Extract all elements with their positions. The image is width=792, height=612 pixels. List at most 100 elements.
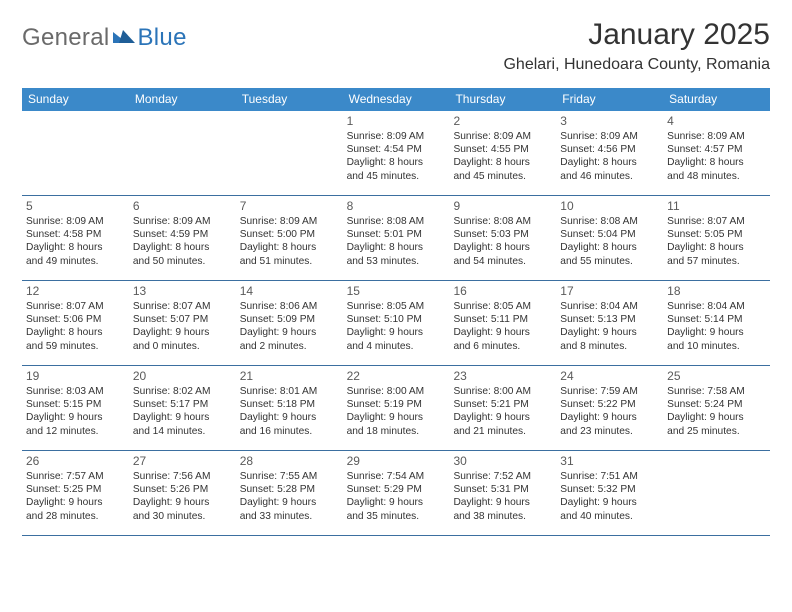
daylight-text: and 38 minutes. bbox=[453, 510, 552, 523]
day-cell: 5Sunrise: 8:09 AMSunset: 4:58 PMDaylight… bbox=[22, 196, 129, 280]
dow-cell: Tuesday bbox=[236, 88, 343, 111]
day-number: 18 bbox=[667, 284, 766, 299]
sunset-text: Sunset: 5:09 PM bbox=[240, 313, 339, 326]
sunset-text: Sunset: 5:10 PM bbox=[347, 313, 446, 326]
sunset-text: Sunset: 4:59 PM bbox=[133, 228, 232, 241]
daylight-text: Daylight: 8 hours bbox=[560, 241, 659, 254]
day-number: 26 bbox=[26, 454, 125, 469]
day-cell: 13Sunrise: 8:07 AMSunset: 5:07 PMDayligh… bbox=[129, 281, 236, 365]
sunset-text: Sunset: 5:03 PM bbox=[453, 228, 552, 241]
sunset-text: Sunset: 4:58 PM bbox=[26, 228, 125, 241]
sunrise-text: Sunrise: 8:08 AM bbox=[453, 215, 552, 228]
month-title: January 2025 bbox=[503, 18, 770, 52]
daylight-text: Daylight: 9 hours bbox=[347, 411, 446, 424]
day-cell bbox=[129, 111, 236, 195]
sunrise-text: Sunrise: 8:08 AM bbox=[347, 215, 446, 228]
daylight-text: and 45 minutes. bbox=[347, 170, 446, 183]
sunset-text: Sunset: 5:25 PM bbox=[26, 483, 125, 496]
daylight-text: Daylight: 9 hours bbox=[133, 496, 232, 509]
daylight-text: Daylight: 9 hours bbox=[240, 411, 339, 424]
day-cell bbox=[236, 111, 343, 195]
sunrise-text: Sunrise: 8:09 AM bbox=[560, 130, 659, 143]
daylight-text: and 46 minutes. bbox=[560, 170, 659, 183]
sunrise-text: Sunrise: 7:56 AM bbox=[133, 470, 232, 483]
day-number: 2 bbox=[453, 114, 552, 129]
day-cell bbox=[22, 111, 129, 195]
sunrise-text: Sunrise: 8:04 AM bbox=[560, 300, 659, 313]
sunset-text: Sunset: 4:56 PM bbox=[560, 143, 659, 156]
daylight-text: Daylight: 8 hours bbox=[560, 156, 659, 169]
sunrise-text: Sunrise: 7:57 AM bbox=[26, 470, 125, 483]
day-cell: 4Sunrise: 8:09 AMSunset: 4:57 PMDaylight… bbox=[663, 111, 770, 195]
day-number: 12 bbox=[26, 284, 125, 299]
sunset-text: Sunset: 5:18 PM bbox=[240, 398, 339, 411]
sunrise-text: Sunrise: 8:00 AM bbox=[347, 385, 446, 398]
sunset-text: Sunset: 5:32 PM bbox=[560, 483, 659, 496]
daylight-text: Daylight: 9 hours bbox=[560, 326, 659, 339]
sunset-text: Sunset: 4:57 PM bbox=[667, 143, 766, 156]
week-row: 5Sunrise: 8:09 AMSunset: 4:58 PMDaylight… bbox=[22, 196, 770, 281]
sunrise-text: Sunrise: 7:59 AM bbox=[560, 385, 659, 398]
day-cell: 24Sunrise: 7:59 AMSunset: 5:22 PMDayligh… bbox=[556, 366, 663, 450]
daylight-text: and 54 minutes. bbox=[453, 255, 552, 268]
daylight-text: Daylight: 8 hours bbox=[26, 241, 125, 254]
day-number: 14 bbox=[240, 284, 339, 299]
day-number: 29 bbox=[347, 454, 446, 469]
day-cell: 23Sunrise: 8:00 AMSunset: 5:21 PMDayligh… bbox=[449, 366, 556, 450]
sunrise-text: Sunrise: 8:04 AM bbox=[667, 300, 766, 313]
day-cell: 1Sunrise: 8:09 AMSunset: 4:54 PMDaylight… bbox=[343, 111, 450, 195]
day-cell: 3Sunrise: 8:09 AMSunset: 4:56 PMDaylight… bbox=[556, 111, 663, 195]
day-cell: 21Sunrise: 8:01 AMSunset: 5:18 PMDayligh… bbox=[236, 366, 343, 450]
day-number: 4 bbox=[667, 114, 766, 129]
day-cell: 20Sunrise: 8:02 AMSunset: 5:17 PMDayligh… bbox=[129, 366, 236, 450]
sunset-text: Sunset: 5:07 PM bbox=[133, 313, 232, 326]
sunset-text: Sunset: 5:24 PM bbox=[667, 398, 766, 411]
daylight-text: Daylight: 9 hours bbox=[240, 326, 339, 339]
daylight-text: Daylight: 9 hours bbox=[560, 496, 659, 509]
sunrise-text: Sunrise: 8:00 AM bbox=[453, 385, 552, 398]
sunrise-text: Sunrise: 8:06 AM bbox=[240, 300, 339, 313]
daylight-text: and 14 minutes. bbox=[133, 425, 232, 438]
sunset-text: Sunset: 5:29 PM bbox=[347, 483, 446, 496]
day-number: 24 bbox=[560, 369, 659, 384]
day-number: 7 bbox=[240, 199, 339, 214]
day-cell: 2Sunrise: 8:09 AMSunset: 4:55 PMDaylight… bbox=[449, 111, 556, 195]
sunrise-text: Sunrise: 7:51 AM bbox=[560, 470, 659, 483]
day-cell: 14Sunrise: 8:06 AMSunset: 5:09 PMDayligh… bbox=[236, 281, 343, 365]
daylight-text: Daylight: 8 hours bbox=[347, 156, 446, 169]
sunset-text: Sunset: 5:00 PM bbox=[240, 228, 339, 241]
brand-text-blue: Blue bbox=[137, 24, 186, 52]
sunrise-text: Sunrise: 7:52 AM bbox=[453, 470, 552, 483]
day-cell: 18Sunrise: 8:04 AMSunset: 5:14 PMDayligh… bbox=[663, 281, 770, 365]
day-cell bbox=[663, 451, 770, 535]
daylight-text: and 49 minutes. bbox=[26, 255, 125, 268]
day-cell: 28Sunrise: 7:55 AMSunset: 5:28 PMDayligh… bbox=[236, 451, 343, 535]
sunset-text: Sunset: 5:31 PM bbox=[453, 483, 552, 496]
daylight-text: and 23 minutes. bbox=[560, 425, 659, 438]
brand-text-general: General bbox=[22, 24, 109, 52]
daylight-text: and 18 minutes. bbox=[347, 425, 446, 438]
daylight-text: and 48 minutes. bbox=[667, 170, 766, 183]
day-number: 6 bbox=[133, 199, 232, 214]
day-cell: 16Sunrise: 8:05 AMSunset: 5:11 PMDayligh… bbox=[449, 281, 556, 365]
sunset-text: Sunset: 5:13 PM bbox=[560, 313, 659, 326]
daylight-text: and 12 minutes. bbox=[26, 425, 125, 438]
day-cell: 27Sunrise: 7:56 AMSunset: 5:26 PMDayligh… bbox=[129, 451, 236, 535]
daylight-text: and 51 minutes. bbox=[240, 255, 339, 268]
day-number: 28 bbox=[240, 454, 339, 469]
sunset-text: Sunset: 5:11 PM bbox=[453, 313, 552, 326]
daylight-text: Daylight: 9 hours bbox=[347, 326, 446, 339]
daylight-text: Daylight: 8 hours bbox=[453, 156, 552, 169]
daylight-text: Daylight: 9 hours bbox=[347, 496, 446, 509]
sunrise-text: Sunrise: 8:07 AM bbox=[133, 300, 232, 313]
sunset-text: Sunset: 5:26 PM bbox=[133, 483, 232, 496]
daylight-text: and 21 minutes. bbox=[453, 425, 552, 438]
daylight-text: and 55 minutes. bbox=[560, 255, 659, 268]
dow-cell: Sunday bbox=[22, 88, 129, 111]
calendar-grid: Sunday Monday Tuesday Wednesday Thursday… bbox=[22, 88, 770, 536]
sunrise-text: Sunrise: 8:09 AM bbox=[453, 130, 552, 143]
day-cell: 11Sunrise: 8:07 AMSunset: 5:05 PMDayligh… bbox=[663, 196, 770, 280]
sunrise-text: Sunrise: 8:09 AM bbox=[26, 215, 125, 228]
day-cell: 30Sunrise: 7:52 AMSunset: 5:31 PMDayligh… bbox=[449, 451, 556, 535]
sunset-text: Sunset: 5:06 PM bbox=[26, 313, 125, 326]
